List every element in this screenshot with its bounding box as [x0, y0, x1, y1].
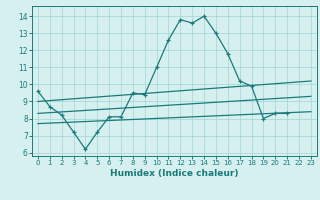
X-axis label: Humidex (Indice chaleur): Humidex (Indice chaleur) — [110, 169, 239, 178]
